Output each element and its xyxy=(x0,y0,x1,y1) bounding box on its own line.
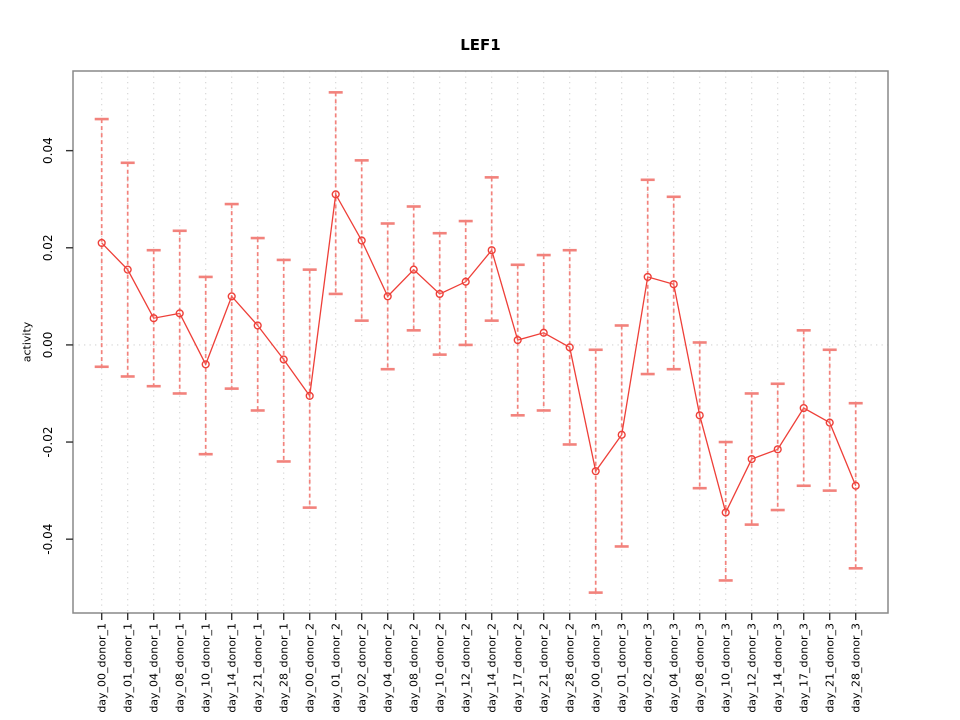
x-tick-label: day_28_donor_3 xyxy=(850,623,863,713)
x-tick-label: day_17_donor_3 xyxy=(798,623,811,713)
x-tick-label: day_21_donor_3 xyxy=(824,623,837,713)
data-point xyxy=(747,454,756,464)
data-point xyxy=(435,289,444,299)
data-point xyxy=(201,360,210,369)
x-tick-label: day_21_donor_1 xyxy=(252,623,265,713)
data-point xyxy=(97,238,106,248)
x-tick-label: day_01_donor_3 xyxy=(616,623,629,713)
y-tick-label: -0.04 xyxy=(41,524,55,555)
x-tick-label: day_17_donor_2 xyxy=(512,623,525,713)
data-point xyxy=(357,236,366,245)
x-tick-label: day_12_donor_2 xyxy=(460,623,473,713)
data-point xyxy=(539,328,548,337)
x-tick-label: day_10_donor_3 xyxy=(720,623,733,713)
data-point xyxy=(851,481,860,490)
x-tick-label: day_00_donor_3 xyxy=(590,623,603,713)
x-tick-label: day_28_donor_2 xyxy=(564,623,577,713)
data-point xyxy=(253,321,262,330)
x-tick-label: day_01_donor_2 xyxy=(330,623,343,713)
data-point xyxy=(227,292,236,301)
data-point xyxy=(279,355,288,364)
data-point xyxy=(617,430,626,439)
data-point xyxy=(669,280,678,289)
x-tick-label: day_01_donor_1 xyxy=(122,623,135,713)
data-point xyxy=(565,343,574,352)
plot-frame xyxy=(72,70,889,614)
data-point xyxy=(175,309,184,318)
data-point xyxy=(721,508,730,517)
data-point xyxy=(513,335,522,345)
y-tick-label: 0.04 xyxy=(41,137,55,164)
data-point xyxy=(799,403,808,413)
data-point xyxy=(591,467,600,476)
x-tick-label: day_04_donor_2 xyxy=(382,623,395,713)
x-tick-label: day_02_donor_3 xyxy=(642,623,655,713)
y-tick-label: 0.02 xyxy=(41,234,55,261)
data-point xyxy=(383,292,392,301)
x-tick-label: day_08_donor_1 xyxy=(174,623,187,713)
x-tick-label: day_00_donor_2 xyxy=(304,623,317,713)
data-point xyxy=(409,265,418,274)
data-point xyxy=(149,314,158,323)
x-tick-label: day_12_donor_3 xyxy=(746,623,759,713)
data-point xyxy=(461,277,470,286)
y-tick-label: -0.02 xyxy=(41,427,55,458)
x-tick-label: day_08_donor_2 xyxy=(408,623,421,713)
data-point xyxy=(825,418,834,427)
data-point xyxy=(487,246,496,255)
data-point xyxy=(123,265,132,274)
x-tick-label: day_10_donor_2 xyxy=(434,623,447,713)
x-tick-label: day_21_donor_2 xyxy=(538,623,551,713)
x-tick-label: day_04_donor_1 xyxy=(148,623,161,713)
x-tick-label: day_10_donor_1 xyxy=(200,623,213,713)
x-tick-label: day_14_donor_2 xyxy=(486,623,499,713)
data-point xyxy=(695,411,704,420)
x-tick-label: day_14_donor_1 xyxy=(226,623,239,713)
x-tick-label: day_02_donor_2 xyxy=(356,623,369,713)
data-point xyxy=(331,190,340,199)
x-tick-label: day_04_donor_3 xyxy=(668,623,681,713)
series-line xyxy=(101,192,857,515)
x-tick-label: day_28_donor_1 xyxy=(278,623,291,713)
x-tick-label: day_08_donor_3 xyxy=(694,623,707,713)
y-tick-label: 0.00 xyxy=(41,332,55,359)
chart-title: LEF1 xyxy=(460,36,501,54)
x-tick-label: day_14_donor_3 xyxy=(772,623,785,713)
data-point xyxy=(773,445,782,454)
x-tick-label: day_00_donor_1 xyxy=(96,623,109,713)
data-point xyxy=(643,272,652,282)
data-point xyxy=(305,391,314,401)
